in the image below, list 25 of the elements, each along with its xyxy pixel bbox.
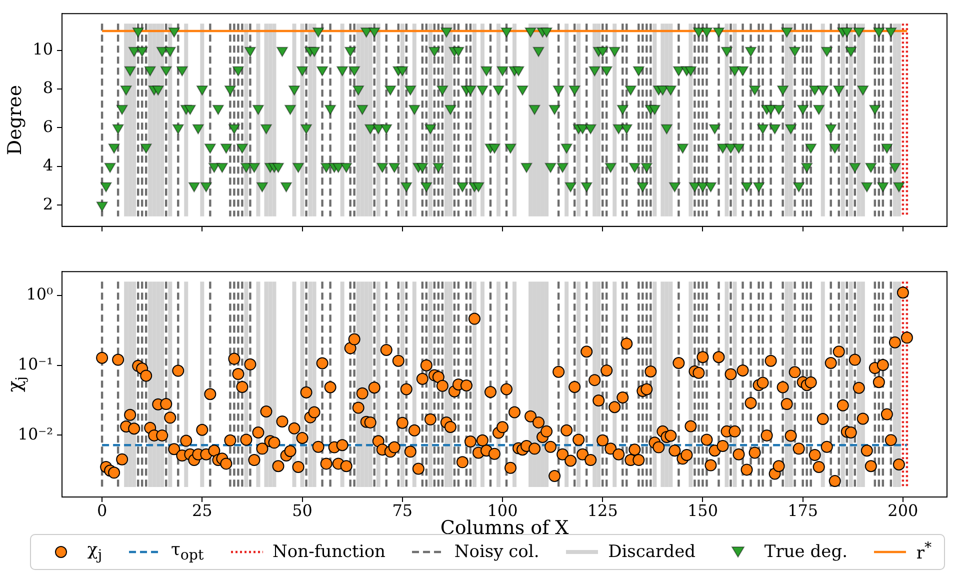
legend-label: Noisy col.	[454, 542, 540, 562]
x-tick-label: 175	[788, 500, 818, 520]
y-axis-title: χj	[4, 376, 30, 392]
x-tick-label: 75	[392, 500, 413, 520]
x-tick-label: 150	[687, 500, 718, 520]
legend-label: True deg.	[764, 542, 848, 562]
y-tick-label: 10⁻²	[18, 424, 53, 444]
legend-label: Discarded	[608, 542, 696, 562]
y-tick-label: 4	[42, 156, 53, 175]
y-tick-label: 10⁻¹	[18, 354, 53, 374]
x-tick-label: 200	[888, 500, 918, 520]
y-tick-label: 10⁰	[26, 284, 53, 304]
x-tick-label: 0	[96, 500, 108, 520]
x-tick-label: 125	[587, 500, 618, 520]
y-tick-label: 6	[42, 116, 53, 136]
y-tick-label: 8	[42, 78, 53, 98]
y-tick-label: 10	[32, 40, 53, 59]
y-tick-label: 2	[42, 194, 53, 214]
legend-label: χ$_{j}$	[87, 540, 102, 564]
legend-label: Non-function	[272, 542, 386, 562]
x-tick-label: 25	[192, 500, 212, 520]
legend-label: τ$_{opt}$	[170, 540, 204, 564]
y-axis-title: Degree	[4, 84, 26, 156]
legend-label: r$^{*}$	[916, 540, 932, 564]
x-tick-label: 50	[292, 500, 312, 520]
